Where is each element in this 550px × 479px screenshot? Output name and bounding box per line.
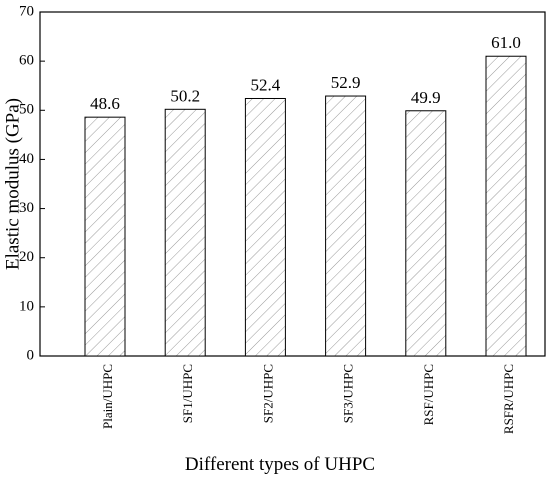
x-tick-label: RSFR/UHPC	[501, 364, 516, 434]
x-tick-label: SF1/UHPC	[180, 364, 195, 423]
y-tick-label: 10	[19, 298, 34, 314]
value-label: 48.6	[90, 94, 120, 113]
y-tick-label: 0	[27, 347, 35, 363]
value-label: 61.0	[491, 33, 521, 52]
y-tick-label: 30	[19, 200, 34, 216]
x-tick-label: SF3/UHPC	[341, 364, 356, 423]
bar-hatch	[84, 116, 126, 357]
bar-hatch	[244, 97, 286, 357]
value-label: 50.2	[170, 86, 200, 105]
bar-hatch	[325, 95, 367, 357]
bar-hatch	[485, 55, 527, 357]
bar-hatch	[164, 108, 206, 357]
value-label: 52.9	[331, 73, 361, 92]
plot-frame	[39, 11, 546, 357]
y-tick-label: 20	[19, 249, 34, 265]
x-tick-label: RSF/UHPC	[421, 364, 436, 425]
y-tick-label: 70	[19, 3, 34, 19]
y-tick-label: 40	[19, 151, 34, 167]
bar-hatch	[405, 110, 447, 357]
y-axis-title: Elastic modulus (GPa)	[2, 98, 23, 270]
y-tick-label: 50	[19, 102, 34, 118]
x-axis-title: Different types of UHPC	[185, 454, 375, 475]
x-tick-label: SF2/UHPC	[260, 364, 275, 423]
value-label: 49.9	[411, 88, 441, 107]
value-label: 52.4	[251, 75, 281, 94]
x-tick-label: Plain/UHPC	[100, 364, 115, 429]
y-tick-label: 60	[19, 53, 34, 69]
